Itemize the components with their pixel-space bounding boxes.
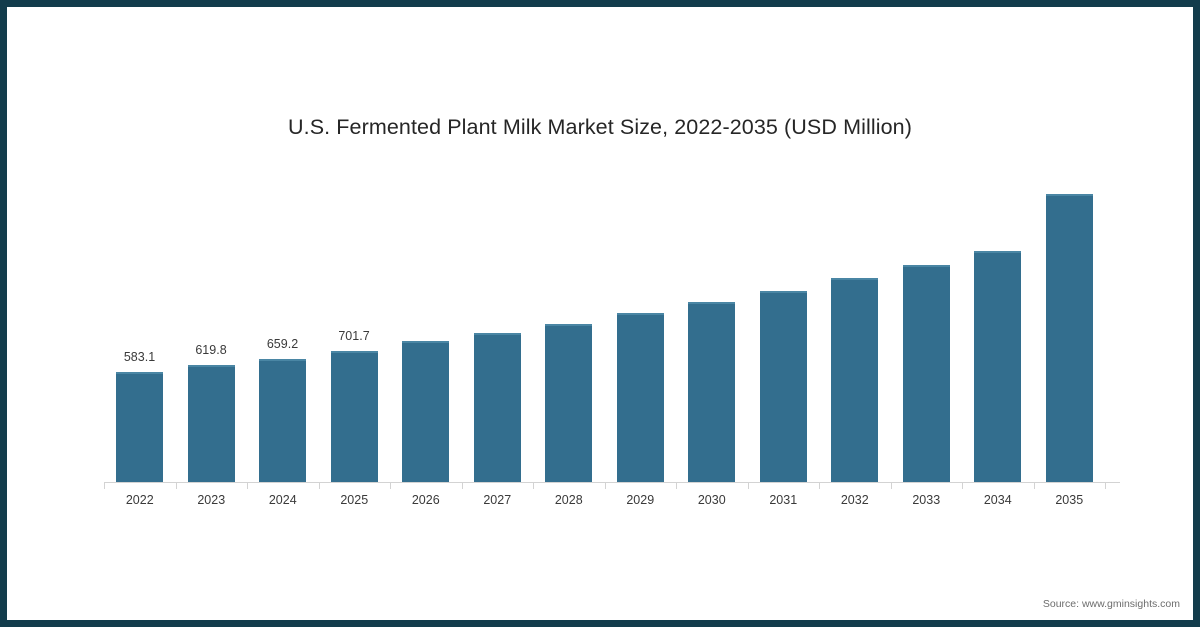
bar-2023[interactable] [187,365,235,482]
bar-slot: 583.1 [104,167,176,482]
bar-value-label-2023: 619.8 [195,343,227,357]
bar-2028[interactable] [545,324,592,482]
x-axis-label-2023: 2023 [197,493,226,507]
x-axis-tick [962,483,963,489]
x-axis-tick [175,483,177,489]
x-axis-tick [104,483,105,489]
bar-2022[interactable] [116,372,163,482]
x-axis-label-2026: 2026 [411,493,440,507]
bar-slot [462,167,534,482]
bar-2034[interactable] [974,251,1021,482]
x-axis-tick [461,483,463,489]
x-axis-tick [390,483,391,489]
x-axis-label-2031: 2031 [769,493,798,507]
x-axis-label-2029: 2029 [626,493,655,507]
bar-2033[interactable] [902,265,950,482]
x-axis-tick [247,483,248,489]
x-axis-tick [747,483,749,489]
bar-slot [748,167,820,482]
bar-slot [962,167,1034,482]
x-axis-tick [1033,483,1035,489]
chart-title: U.S. Fermented Plant Milk Market Size, 2… [288,115,912,139]
plot-area: 583.1 619.8 659.2 701.7 [104,167,1120,482]
x-axis-label-2024: 2024 [268,493,297,507]
x-axis-label-2033: 2033 [912,493,941,507]
x-axis-label-2032: 2032 [840,493,869,507]
x-axis-label-2030: 2030 [697,493,726,507]
bar-2024[interactable] [259,359,306,482]
bar-slot: 659.2 [247,167,319,482]
x-axis-tick [1105,483,1106,489]
bar-slot [891,167,963,482]
bar-series: 583.1 619.8 659.2 701.7 [104,167,1120,482]
x-axis-tick [819,483,820,489]
bar-value-label-2025: 701.7 [338,329,370,343]
x-axis-label-2035: 2035 [1055,493,1084,507]
bar-2026[interactable] [402,341,449,482]
source-attribution: Source: www.gminsights.com [1042,598,1180,610]
bar-slot [1034,167,1106,482]
bar-value-label-2024: 659.2 [266,337,299,351]
bar-2029[interactable] [616,313,664,482]
x-axis-tick [318,483,320,489]
x-axis-label-2034: 2034 [983,493,1012,507]
bar-value-label-2022: 583.1 [123,350,156,364]
bar-2030[interactable] [688,302,735,482]
x-axis-tick [604,483,606,489]
x-axis-label-2025: 2025 [340,493,369,507]
bar-slot [605,167,677,482]
bar-slot: 619.8 [176,167,248,482]
bar-2035[interactable] [1045,194,1093,482]
x-axis-tick [890,483,892,489]
bar-slot [676,167,748,482]
bar-slot [390,167,462,482]
chart-canvas: U.S. Fermented Plant Milk Market Size, 2… [7,7,1193,620]
bar-2032[interactable] [831,278,878,482]
bar-2025[interactable] [330,351,378,482]
x-axis-tick [676,483,677,489]
x-axis-line [104,482,1120,483]
bar-2027[interactable] [473,333,521,482]
x-axis-category-labels: 2022 2023 2024 2025 2026 2027 2028 2029 2030 2031… [104,493,1120,515]
bar-2031[interactable] [759,291,807,482]
x-axis-tick [533,483,534,489]
bar-slot [533,167,605,482]
x-axis-label-2027: 2027 [483,493,512,507]
x-axis-label-2028: 2028 [554,493,583,507]
bar-slot [819,167,891,482]
bar-slot: 701.7 [319,167,391,482]
x-axis-label-2022: 2022 [125,493,154,507]
